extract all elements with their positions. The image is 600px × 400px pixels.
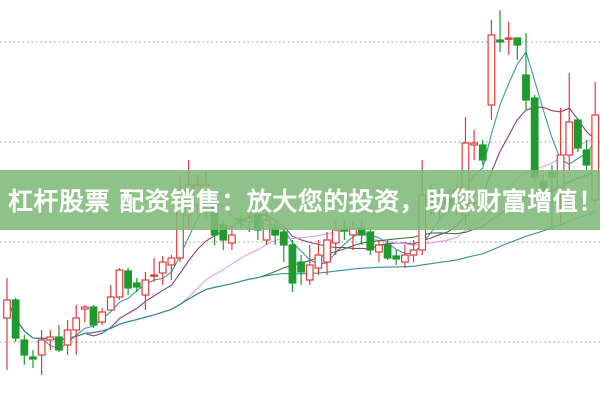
- candle-down: [89, 306, 98, 326]
- candle-up: [63, 329, 72, 346]
- candle-down: [573, 119, 582, 149]
- candle-up: [37, 339, 46, 356]
- candle-up: [323, 239, 331, 263]
- candle-up: [167, 257, 176, 266]
- candle-down: [11, 299, 20, 339]
- candle-up: [375, 244, 383, 253]
- banner-text: 杠杆股票 配资销售：放大您的投资，助您财富增值！: [8, 187, 600, 216]
- candle-down: [124, 270, 133, 289]
- candle-down: [29, 356, 37, 360]
- candle-down: [530, 97, 539, 178]
- candle-down: [522, 74, 530, 101]
- candle-up: [487, 34, 496, 106]
- candle-up: [72, 317, 81, 331]
- candle-up: [305, 264, 314, 281]
- candle-down: [582, 149, 591, 166]
- candle-down: [366, 231, 375, 251]
- candle-up: [150, 274, 158, 277]
- candle-down: [279, 231, 288, 246]
- candle-up: [158, 261, 167, 274]
- candle-up: [331, 229, 340, 244]
- candle-up: [401, 254, 409, 263]
- candle-up: [46, 336, 55, 341]
- candle-up: [115, 269, 124, 298]
- candle-down: [513, 37, 522, 46]
- candle-down: [496, 39, 504, 43]
- candle-up: [504, 37, 513, 40]
- candle-up: [98, 311, 107, 323]
- promo-banner: 杠杆股票 配资销售：放大您的投资，助您财富增值！: [0, 170, 600, 230]
- ma10-line: [6, 106, 596, 341]
- candle-up: [3, 299, 11, 319]
- candle-up: [228, 234, 236, 244]
- candle-down: [383, 244, 392, 259]
- candle-up: [80, 306, 89, 310]
- candle-down: [132, 282, 141, 288]
- candle-down: [20, 339, 29, 356]
- candle-up: [565, 121, 574, 156]
- candle-down: [478, 144, 487, 161]
- candle-up: [106, 296, 115, 311]
- candle-up: [314, 254, 323, 269]
- candle-up: [470, 142, 478, 146]
- candle-down: [54, 336, 63, 351]
- candle-down: [297, 261, 305, 273]
- candle-up: [409, 249, 418, 256]
- candle-down: [392, 255, 401, 260]
- candle-down: [288, 244, 297, 284]
- candle-up: [141, 279, 150, 296]
